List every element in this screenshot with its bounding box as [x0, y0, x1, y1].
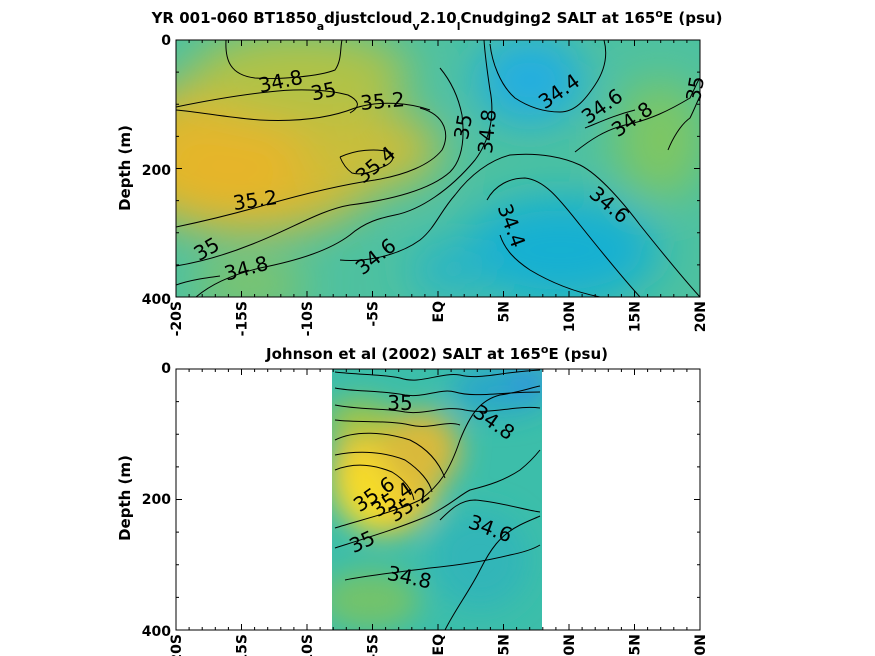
x-tick-label: 10N [562, 634, 578, 656]
x-tick-label: 15N [628, 634, 644, 656]
contour-label: 35 [681, 74, 709, 103]
contour-label: 34.8 [473, 108, 501, 154]
x-tick-label: EQ [431, 301, 447, 323]
contour-label: 35 [387, 391, 412, 415]
y-tick-label: 400 [142, 624, 171, 640]
tick-marks-2 [175, 368, 701, 631]
contour-lines-1 [176, 40, 700, 297]
x-ticklabels-2: -20S -15S -10S -5S EQ 5N 10N 15N 20N [169, 634, 709, 656]
y-tick-label: 0 [161, 361, 171, 377]
x-tick-label: 20N [693, 301, 709, 332]
y-axis-label-2: Depth (m) [116, 455, 134, 541]
salinity-field-1 [176, 40, 700, 297]
x-tick-label: -20S [169, 634, 185, 656]
x-tick-label: 20N [693, 634, 709, 656]
x-ticklabels-1: -20S -15S -10S -5S EQ 5N 10N 15N 20N [169, 301, 709, 336]
salinity-field-2 [332, 369, 542, 630]
contour-label: 35.2 [359, 87, 405, 115]
x-tick-label: -5S [366, 301, 382, 327]
x-tick-label: -15S [235, 634, 251, 656]
y-ticklabels-2: 0 200 400 [142, 361, 171, 640]
x-tick-label: 15N [628, 301, 644, 332]
x-tick-label: 5N [497, 301, 513, 322]
x-tick-label: -10S [300, 634, 316, 656]
tick-marks-1 [175, 39, 701, 298]
x-tick-label: 10N [562, 301, 578, 332]
y-tick-label: 0 [161, 33, 171, 49]
x-tick-label: -10S [300, 301, 316, 336]
x-tick-label: EQ [431, 634, 447, 656]
x-tick-label: -5S [366, 634, 382, 656]
chart-title-1: YR 001-060 BT1850adjustcloudv2.10lCnudgi… [151, 7, 723, 33]
chart-title-2: Johnson et al (2002) SALT at 165oE (psu) [265, 343, 608, 364]
y-ticklabels-1: 0 200 400 [142, 33, 171, 308]
y-tick-label: 200 [142, 492, 171, 508]
y-tick-label: 200 [142, 163, 171, 179]
x-tick-label: 5N [497, 634, 513, 655]
x-tick-label: -20S [169, 301, 185, 336]
contour-label: 35 [449, 112, 477, 141]
contour-label: 35 [309, 77, 339, 106]
contour-lines-2 [334, 369, 541, 630]
y-tick-label: 400 [142, 292, 171, 308]
x-tick-label: -15S [235, 301, 251, 336]
y-axis-label-1: Depth (m) [116, 125, 134, 211]
